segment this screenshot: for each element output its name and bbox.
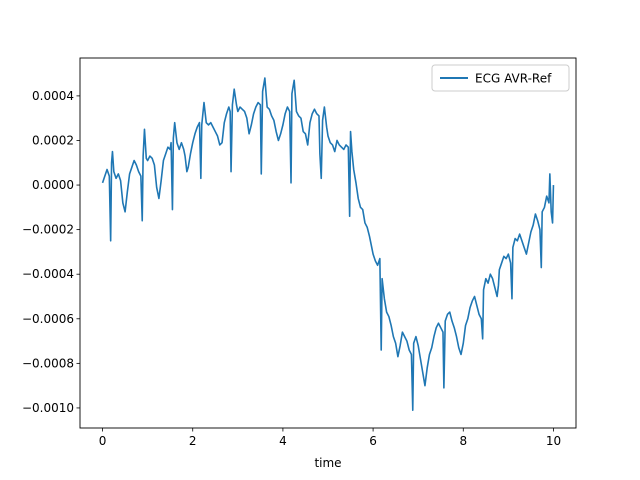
axes-frame bbox=[79, 57, 577, 429]
legend-label: ECG AVR-Ref bbox=[475, 72, 552, 86]
plot-area bbox=[80, 58, 576, 428]
y-tick-label: 0.0004 bbox=[32, 89, 74, 103]
x-axis-ticks: 0 2 4 6 8 10 bbox=[99, 428, 561, 448]
y-tick-label: 0.0002 bbox=[32, 133, 74, 147]
x-axis-label: time bbox=[314, 456, 341, 470]
series-line-ecg-avr-ref bbox=[101, 77, 555, 411]
x-tick-label: 4 bbox=[279, 434, 287, 448]
y-tick-label: −0.0006 bbox=[22, 312, 74, 326]
legend-box bbox=[431, 64, 570, 92]
y-tick-label: −0.0002 bbox=[22, 223, 74, 237]
x-tick-label: 10 bbox=[546, 434, 561, 448]
legend: ECG AVR-Ref bbox=[431, 64, 570, 92]
y-tick-label: −0.0008 bbox=[22, 356, 74, 370]
x-tick-label: 2 bbox=[189, 434, 197, 448]
x-tick-label: 6 bbox=[369, 434, 377, 448]
y-tick-label: 0.0000 bbox=[32, 178, 74, 192]
x-tick-label: 0 bbox=[99, 434, 107, 448]
x-tick-label: 8 bbox=[459, 434, 467, 448]
y-axis-ticks: 0.0004 0.0002 0.0000 −0.0002 −0.0004 −0.0006 −… bbox=[22, 89, 80, 415]
y-tick-label: −0.0004 bbox=[22, 267, 74, 281]
y-tick-label: −0.0010 bbox=[22, 401, 74, 415]
series-layer bbox=[101, 77, 555, 411]
